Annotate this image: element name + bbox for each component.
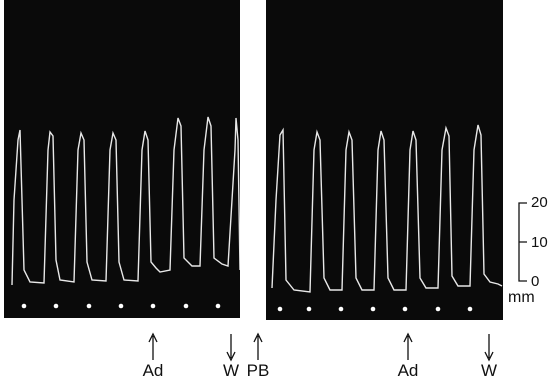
marker-label: PB (246, 361, 270, 380)
stimulus-dot (118, 303, 124, 309)
marker-w-left: W (211, 332, 251, 380)
contraction-trace-left (11, 116, 240, 286)
arrow-down-icon (226, 334, 236, 362)
stimulus-dot (467, 306, 473, 312)
stimulus-dot (338, 306, 344, 312)
stimulus-dot (53, 303, 59, 309)
marker-label: W (222, 361, 240, 380)
stimulus-dots-left (21, 303, 221, 309)
arrow-up-icon (148, 332, 158, 360)
marker-ad-left: Ad (133, 332, 173, 380)
stimulus-dot (86, 303, 92, 309)
stimulus-dot (435, 306, 441, 312)
marker-label: Ad (142, 361, 164, 380)
scale-tick-0: 0 (531, 273, 540, 290)
stimulus-dot (183, 303, 189, 309)
arrow-up-icon (403, 332, 413, 360)
scale-tick-20: 20 (531, 194, 548, 211)
scale-bracket (518, 202, 527, 282)
stimulus-dot (277, 306, 283, 312)
stimulus-dot (215, 303, 221, 309)
contraction-trace-right (271, 124, 503, 293)
scale-unit: mm (508, 289, 535, 306)
trace-left (4, 116, 240, 318)
marker-w-right: W (469, 332, 509, 380)
trace-right (266, 124, 503, 320)
marker-label: W (480, 361, 498, 380)
stimulus-dot (306, 306, 312, 312)
trace-panel-right (266, 0, 503, 320)
trace-panel-left (4, 0, 240, 318)
arrow-down-icon (484, 334, 494, 362)
scale-bar: 20 10 0 (505, 192, 559, 312)
scale-tick-10: 10 (531, 234, 548, 251)
stimulus-dot (150, 303, 156, 309)
marker-label: Ad (397, 361, 419, 380)
marker-pb: PB (238, 332, 278, 380)
stimulus-dot (370, 306, 376, 312)
marker-ad-right: Ad (388, 332, 428, 380)
arrow-up-icon (253, 332, 263, 360)
stimulus-dot (402, 306, 408, 312)
stimulus-dots-right (277, 306, 473, 312)
stimulus-dot (21, 303, 27, 309)
